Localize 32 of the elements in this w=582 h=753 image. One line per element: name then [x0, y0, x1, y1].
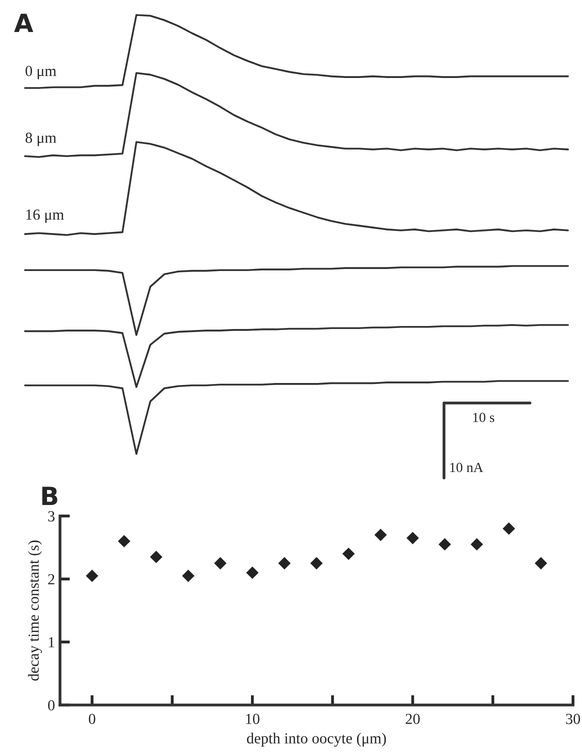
point	[86, 570, 98, 582]
series-label: 8 μm	[26, 132, 56, 146]
chart-title: A	[14, 14, 34, 32]
point	[374, 528, 387, 542]
x-tick-label: 30	[566, 714, 580, 724]
point	[406, 532, 419, 544]
x-tick-label: 20	[406, 714, 420, 724]
x-axis-title: depth into oocyte (μm)	[246, 732, 386, 747]
point	[310, 557, 323, 570]
series-label: 0 μm	[26, 66, 56, 80]
point	[278, 557, 291, 570]
y-tick-label: 2	[48, 574, 54, 584]
point	[342, 548, 355, 560]
point	[534, 557, 548, 570]
text: 10 nA	[450, 462, 484, 472]
y-tick-label: 0	[48, 700, 55, 710]
chart-title: B	[42, 486, 58, 505]
point	[246, 566, 259, 579]
y-axis-title: decay time constant (s)	[28, 540, 42, 681]
x-tick-label: 0	[88, 714, 96, 724]
y-tick-label: 1	[48, 637, 54, 648]
point	[118, 534, 130, 548]
x-tick-label: 10	[246, 714, 260, 724]
point	[214, 557, 227, 570]
point	[438, 538, 451, 551]
point	[150, 550, 162, 564]
point	[182, 570, 194, 582]
y-tick-label: 3	[48, 511, 55, 522]
series-label: 16 μm	[26, 210, 64, 223]
point	[502, 522, 516, 535]
point	[470, 538, 484, 551]
annotation: 10 s	[473, 412, 494, 422]
